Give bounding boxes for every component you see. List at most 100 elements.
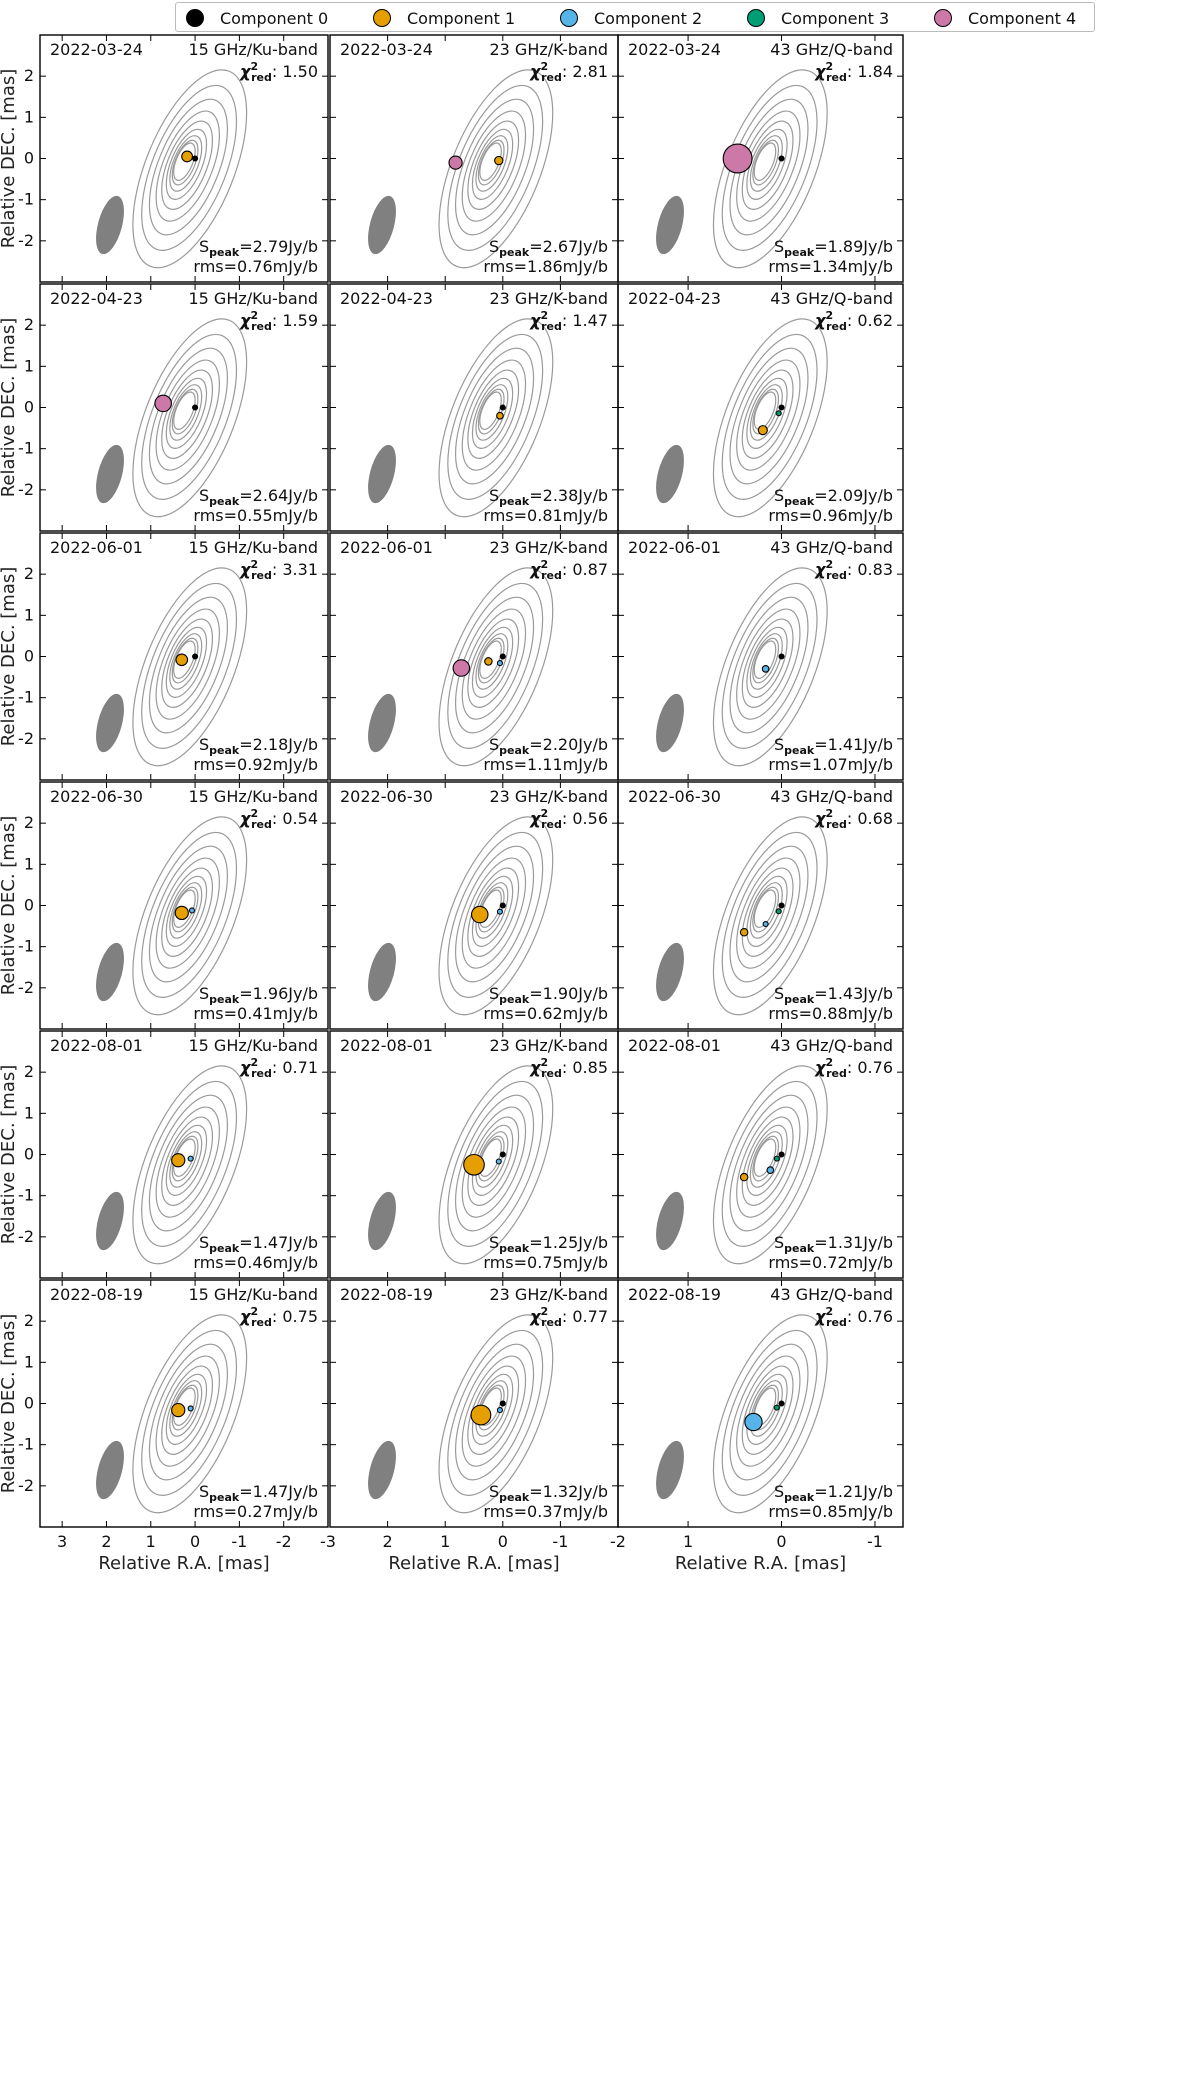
- panel-chi2: χ2 red: 0.71: [239, 1056, 318, 1080]
- panel-date: 2022-03-24: [340, 40, 433, 59]
- contour-line: [165, 1124, 208, 1196]
- panel-date: 2022-04-23: [50, 289, 143, 308]
- panel-chi2: χ2 red: 0.68: [814, 807, 893, 831]
- contour-line: [171, 886, 199, 933]
- panel-rms: rms=1.86mJy/b: [483, 257, 608, 276]
- component-0-marker: [499, 902, 506, 909]
- panel-chi2: χ2 red: 0.77: [529, 1305, 608, 1329]
- panel-chi2: χ2 red: 0.62: [814, 309, 893, 333]
- contour-line: [169, 633, 203, 690]
- component-1-marker: [496, 411, 504, 420]
- y-tick-label: 0: [24, 1145, 34, 1164]
- y-tick-label: 2: [24, 66, 34, 85]
- contour-line: [712, 1314, 828, 1514]
- legend-label: Component 3: [781, 8, 890, 28]
- contour-line: [746, 875, 788, 947]
- component-1-marker: [175, 653, 189, 667]
- legend-item: Component 4: [934, 7, 1076, 29]
- panel-chi2: χ2 red: 0.75: [239, 1305, 318, 1329]
- contour-line: [467, 369, 520, 459]
- panel-speak: Speak=1.89Jy/b: [774, 237, 893, 259]
- contour-line: [721, 333, 818, 500]
- beam-ellipse: [368, 444, 396, 504]
- panel-band: 23 GHz/K-band: [489, 1285, 608, 1304]
- x-tick-label: 0: [776, 1532, 786, 1551]
- panel-rms: rms=0.62mJy/b: [483, 1004, 608, 1023]
- contour-line: [155, 608, 220, 720]
- component-0-marker: [192, 404, 199, 411]
- contour-line: [729, 596, 809, 734]
- component-0-marker: [499, 653, 506, 660]
- contour-line: [749, 135, 783, 192]
- contour-line: [753, 1138, 777, 1177]
- contour-line: [721, 582, 818, 749]
- panel-band: 15 GHz/Ku-band: [188, 289, 318, 308]
- panel-band: 43 GHz/Q-band: [770, 538, 893, 557]
- y-tick-label: 0: [24, 647, 34, 666]
- component-3-marker: [775, 410, 782, 417]
- contour-line: [438, 318, 554, 518]
- contour-line: [447, 582, 544, 749]
- panel-chi2: χ2 red: 3.31: [239, 558, 318, 582]
- contour-line: [454, 1094, 535, 1232]
- x-tick-label: 1: [440, 1532, 450, 1551]
- contour-line: [475, 1131, 509, 1188]
- panel-speak: Speak=1.96Jy/b: [199, 984, 318, 1006]
- contour-line: [461, 608, 527, 720]
- component-2-marker: [496, 660, 503, 667]
- contour-line: [736, 1355, 801, 1467]
- y-tick-label: -2: [18, 231, 34, 250]
- component-2-marker: [496, 1407, 503, 1414]
- x-tick-label: 0: [190, 1532, 200, 1551]
- y-tick-label: -2: [18, 1476, 34, 1495]
- component-1-marker: [181, 150, 194, 163]
- beam-ellipse: [96, 942, 124, 1002]
- contour-line: [461, 857, 527, 969]
- contour-line: [749, 633, 783, 690]
- contour-line: [438, 1314, 554, 1514]
- x-tick-label: 2: [383, 1532, 393, 1551]
- y-tick-label: 0: [24, 896, 34, 915]
- panel-chi2: χ2 red: 0.76: [814, 1056, 893, 1080]
- contour-line: [477, 139, 505, 186]
- panel-rms: rms=0.75mJy/b: [483, 1253, 608, 1272]
- panel-date: 2022-06-30: [340, 787, 433, 806]
- contour-line: [471, 1124, 514, 1196]
- component-4-marker: [154, 394, 172, 413]
- panel-rms: rms=1.11mJy/b: [483, 755, 608, 774]
- panel-band: 23 GHz/K-band: [489, 289, 608, 308]
- beam-ellipse: [656, 444, 684, 504]
- component-1-marker: [463, 1153, 485, 1176]
- y-axis-label: Relative DEC. [mas]: [0, 567, 19, 747]
- component-0-marker: [499, 1151, 506, 1158]
- panel-date: 2022-08-01: [628, 1036, 721, 1055]
- contour-line: [721, 84, 818, 251]
- contour-line: [161, 1116, 214, 1206]
- legend-marker-icon: [560, 9, 578, 27]
- panel-band: 15 GHz/Ku-band: [188, 538, 318, 557]
- contour-line: [171, 388, 199, 435]
- panel-band: 43 GHz/Q-band: [770, 289, 893, 308]
- beam-ellipse: [368, 1191, 396, 1251]
- beam-ellipse: [656, 693, 684, 753]
- panel-rms: rms=0.37mJy/b: [483, 1502, 608, 1521]
- contour-line: [148, 1343, 229, 1481]
- component-1-marker: [171, 1153, 186, 1168]
- contour-line: [132, 1314, 248, 1514]
- panel-speak: Speak=1.90Jy/b: [489, 984, 608, 1006]
- component-1-marker: [470, 905, 489, 924]
- panel-rms: rms=0.41mJy/b: [193, 1004, 318, 1023]
- y-tick-label: 1: [24, 1352, 34, 1371]
- x-tick-label: 1: [683, 1532, 693, 1551]
- contour-line: [752, 1135, 780, 1182]
- map-area: [96, 1065, 248, 1265]
- panel-rms: rms=0.81mJy/b: [483, 506, 608, 525]
- y-axis-label: Relative DEC. [mas]: [0, 1065, 19, 1245]
